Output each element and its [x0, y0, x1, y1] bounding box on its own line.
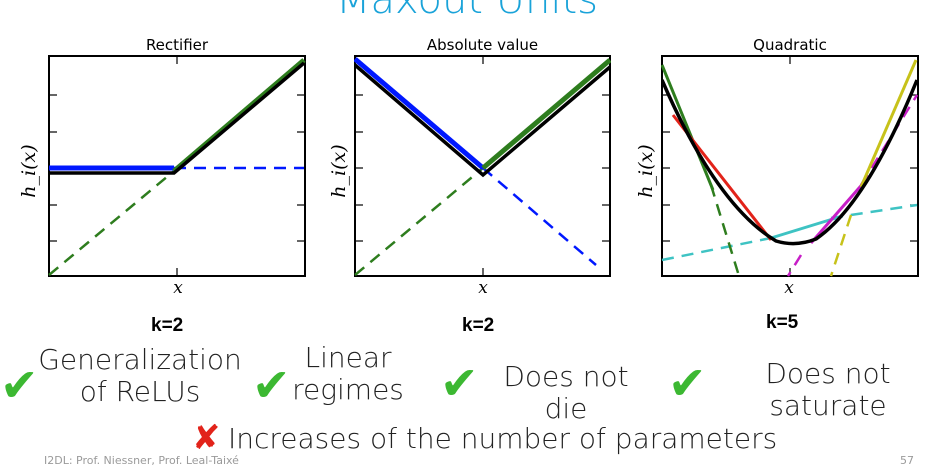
cross-icon: ✘ — [192, 418, 221, 458]
plot-ylabel-absolute: h_i(x) — [328, 144, 350, 198]
plot-title-quadratic: Quadratic — [753, 36, 827, 54]
plot-ylabel-quadratic: h_i(x) — [635, 144, 657, 198]
plot-xlabel-quadratic: x — [784, 278, 794, 298]
k-label-rectifier: k=2 — [151, 315, 184, 336]
plot-title-absolute: Absolute value — [426, 36, 539, 54]
pro-does-not-die: Does not die — [503, 360, 629, 425]
k-label-absolute: k=2 — [462, 315, 495, 336]
check-icon: ✔ — [252, 358, 291, 412]
footer-course: I2DL: Prof. Niessner, Prof. Leal-Taixé — [44, 454, 239, 467]
plot-title-rectifier: Rectifier — [145, 36, 209, 54]
absolute-value-plot — [354, 55, 611, 277]
quadratic-plot — [661, 55, 919, 277]
con-more-parameters: Increases of the number of parameters — [228, 422, 778, 455]
page-number: 57 — [900, 454, 914, 467]
plot-ylabel-rectifier: h_i(x) — [18, 144, 40, 198]
plot-xlabel-absolute: x — [478, 278, 488, 298]
k-label-quadratic: k=5 — [766, 312, 799, 333]
pro-does-not-saturate: Does not saturate — [765, 357, 891, 422]
slide-title: Maxout Units — [336, 0, 598, 23]
plot-xlabel-rectifier: x — [173, 278, 183, 298]
check-icon: ✔ — [668, 356, 707, 410]
pro-generalization: Generalization of ReLUs — [38, 343, 242, 408]
check-icon: ✔ — [440, 356, 479, 410]
rectifier-plot — [48, 55, 306, 277]
check-icon: ✔ — [0, 358, 39, 412]
pro-linear-regimes: Linear regimes — [292, 341, 404, 406]
